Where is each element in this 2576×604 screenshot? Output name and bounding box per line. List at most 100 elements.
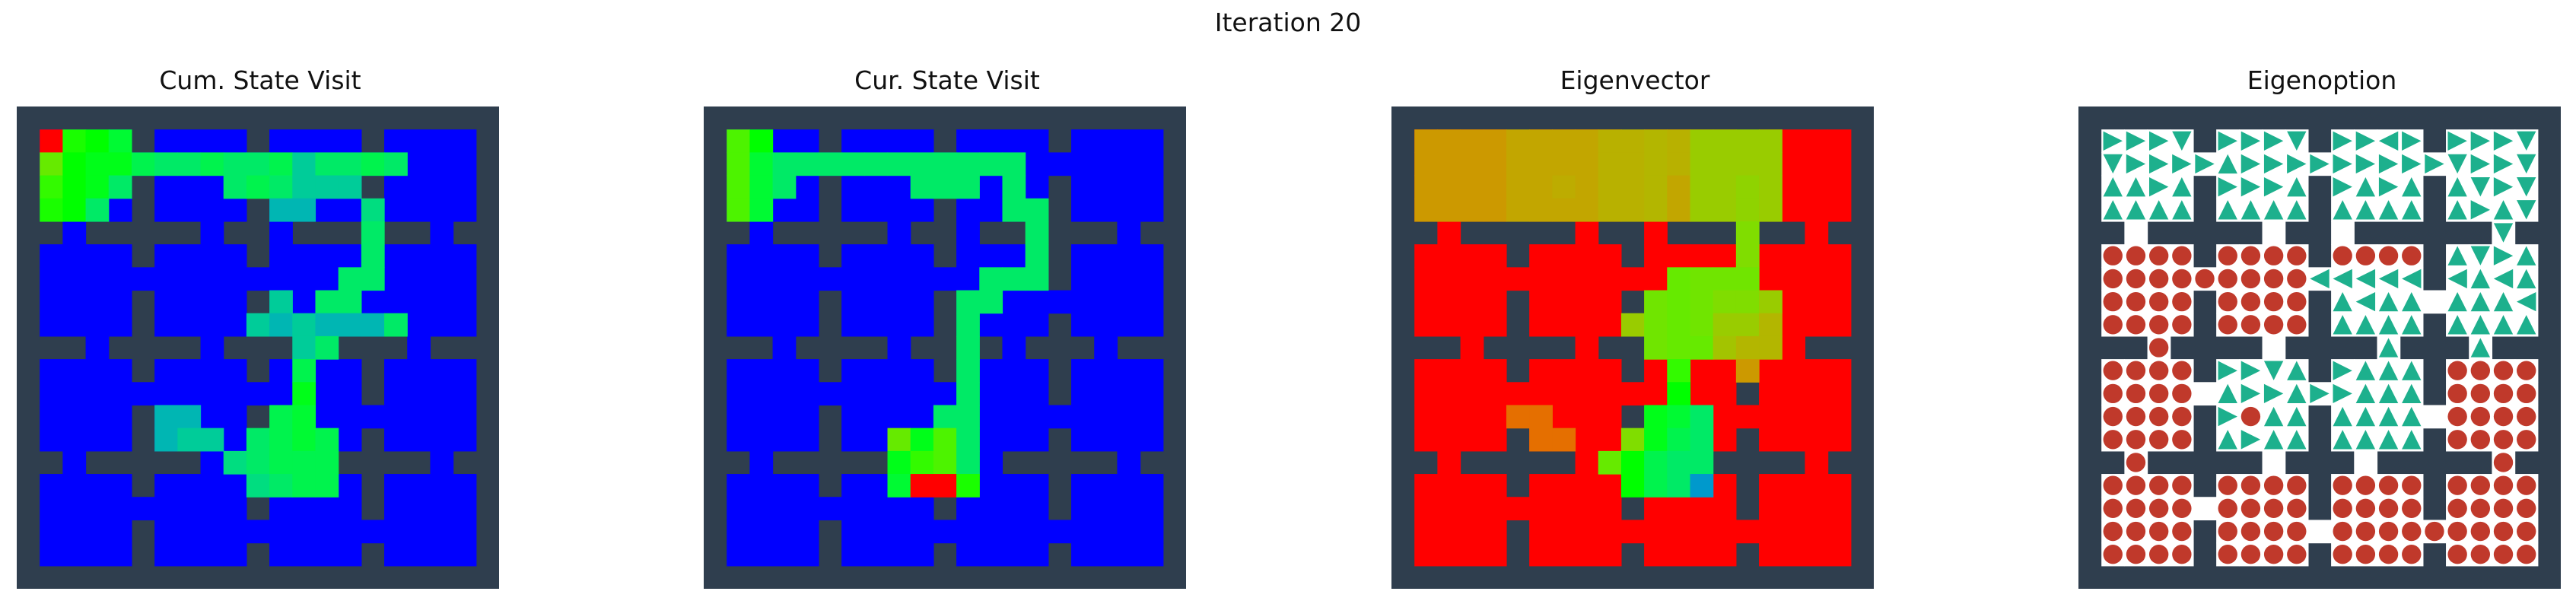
open-cell <box>1094 267 1118 291</box>
open-cell <box>108 313 132 337</box>
open-cell <box>62 520 87 544</box>
terminate-dot <box>2103 269 2123 289</box>
open-cell <box>407 542 431 567</box>
open-cell <box>407 129 431 153</box>
open-cell <box>749 267 774 291</box>
heat-cell <box>269 175 293 199</box>
terminate-dot <box>2126 521 2146 542</box>
open-cell <box>430 313 454 337</box>
heat-cell <box>315 152 339 176</box>
open-cell <box>361 520 385 544</box>
open-cell <box>864 290 889 314</box>
open-cell <box>1414 474 1438 498</box>
open-cell <box>1460 405 1484 429</box>
open-cell <box>1460 382 1484 406</box>
terminate-dot <box>2470 521 2491 542</box>
heat-cell <box>1690 198 1714 222</box>
open-cell <box>131 497 155 521</box>
terminate-dot <box>2378 475 2399 495</box>
open-cell <box>384 542 408 567</box>
heat-cell <box>1713 313 1737 337</box>
open-cell <box>200 290 224 314</box>
terminate-dot <box>2240 315 2261 335</box>
open-cell <box>384 382 408 406</box>
open-cell <box>407 244 431 268</box>
heat-cell <box>910 474 934 498</box>
action-arrow <box>2263 361 2284 380</box>
terminate-dot <box>2493 453 2514 472</box>
open-cell <box>1071 198 1095 222</box>
open-cell <box>749 313 774 337</box>
open-cell <box>315 542 339 567</box>
open-cell <box>1071 428 1095 452</box>
open-cell <box>1117 290 1141 314</box>
open-cell <box>1140 198 1164 222</box>
open-cell <box>795 313 819 337</box>
open-cell <box>1506 382 1530 406</box>
heat-cell <box>292 313 316 337</box>
heat-cell <box>292 450 316 475</box>
open-cell <box>108 382 132 406</box>
terminate-dot <box>2103 475 2123 495</box>
action-arrow <box>2333 406 2352 427</box>
terminate-dot <box>2447 383 2467 404</box>
terminate-dot <box>2172 315 2192 335</box>
heat-cell <box>1667 359 1691 383</box>
open-cell <box>1827 267 1852 291</box>
terminate-dot <box>2148 383 2169 404</box>
terminate-dot <box>2493 361 2514 380</box>
terminate-dot <box>2263 269 2284 289</box>
terminate-dot <box>2172 475 2192 495</box>
open-cell <box>1598 382 1622 406</box>
open-cell <box>1460 313 1484 337</box>
open-cell <box>1805 474 1829 498</box>
action-arrow <box>2218 154 2237 174</box>
heat-cell <box>1759 198 1783 222</box>
heat-cell <box>956 405 980 429</box>
open-cell <box>1827 474 1852 498</box>
open-cell <box>1690 497 1714 521</box>
open-cell <box>1025 129 1049 153</box>
action-arrow <box>2355 315 2376 335</box>
open-cell <box>841 359 865 383</box>
heat-cell <box>154 405 178 429</box>
terminate-dot <box>2517 498 2536 519</box>
terminate-dot <box>2402 521 2422 542</box>
open-cell <box>108 405 132 429</box>
open-cell <box>62 313 87 337</box>
open-cell <box>407 497 431 521</box>
terminate-dot <box>2447 475 2467 495</box>
open-cell <box>108 267 132 291</box>
open-cell <box>864 428 889 452</box>
open-cell <box>864 542 889 567</box>
open-cell <box>1437 428 1461 452</box>
open-cell <box>1437 542 1461 567</box>
terminate-dot <box>2148 269 2169 289</box>
open-cell <box>1483 382 1507 406</box>
terminate-dot <box>2126 383 2146 404</box>
open-cell <box>1117 221 1141 245</box>
heat-cell <box>956 175 980 199</box>
open-cell <box>727 428 750 452</box>
open-cell <box>1414 428 1438 452</box>
open-cell <box>1460 335 1484 360</box>
terminate-dot <box>2103 383 2123 404</box>
open-cell <box>1025 382 1049 406</box>
terminate-dot <box>2148 246 2169 265</box>
open-cell <box>407 428 431 452</box>
heat-cell <box>818 152 842 176</box>
terminate-dot <box>2172 498 2192 519</box>
terminate-dot <box>2218 291 2237 312</box>
open-cell <box>1025 497 1049 521</box>
heat-cell <box>1667 428 1691 452</box>
terminate-dot <box>2470 361 2491 380</box>
heat-cell <box>956 290 980 314</box>
open-cell <box>1094 520 1118 544</box>
open-cell <box>1140 405 1164 429</box>
open-cell <box>887 335 911 360</box>
action-arrow <box>2355 154 2376 174</box>
action-arrow <box>2470 154 2491 174</box>
open-cell <box>887 175 911 199</box>
open-cell <box>338 520 362 544</box>
heat-cell <box>887 428 911 452</box>
